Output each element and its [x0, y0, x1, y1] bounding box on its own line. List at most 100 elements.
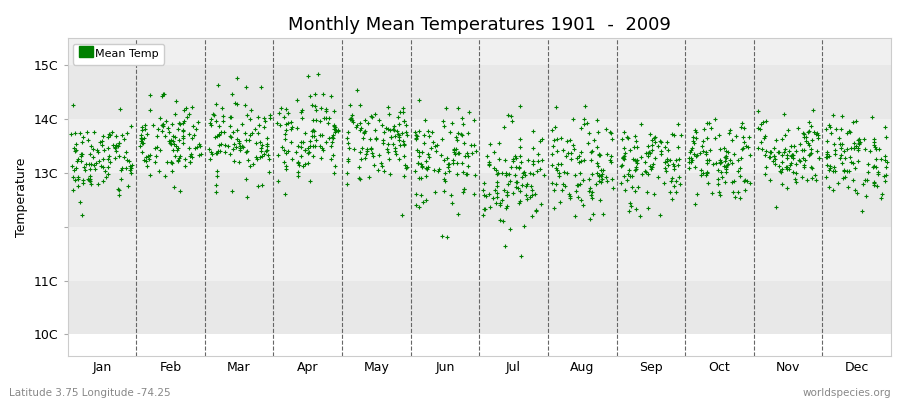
- Point: [643, 150, 657, 156]
- Point: [395, 137, 410, 144]
- Point: [68, 130, 82, 136]
- Point: [303, 143, 318, 150]
- Point: [773, 168, 788, 174]
- Point: [242, 137, 256, 144]
- Point: [567, 172, 581, 178]
- Point: [616, 153, 631, 160]
- Point: [454, 131, 468, 137]
- Point: [262, 169, 276, 176]
- Point: [699, 159, 714, 166]
- Point: [427, 167, 441, 174]
- Point: [212, 132, 226, 138]
- Point: [482, 190, 496, 197]
- Point: [301, 160, 315, 166]
- Point: [436, 157, 451, 163]
- Point: [720, 149, 734, 155]
- Point: [563, 156, 578, 162]
- Point: [599, 126, 614, 132]
- Point: [341, 158, 356, 164]
- Point: [276, 158, 291, 165]
- Point: [109, 142, 123, 148]
- Point: [140, 131, 154, 137]
- Point: [409, 202, 423, 208]
- Point: [701, 180, 716, 186]
- Point: [210, 167, 224, 174]
- Point: [451, 210, 465, 217]
- Point: [353, 102, 367, 108]
- Point: [688, 152, 703, 159]
- Point: [444, 192, 458, 199]
- Point: [513, 136, 527, 142]
- Point: [221, 143, 236, 150]
- Point: [209, 182, 223, 188]
- Point: [365, 152, 380, 159]
- Point: [778, 163, 793, 170]
- Point: [862, 147, 877, 154]
- Point: [386, 141, 400, 148]
- Point: [454, 115, 469, 122]
- Point: [274, 144, 289, 150]
- Point: [594, 179, 608, 185]
- Point: [644, 136, 659, 143]
- Point: [820, 149, 834, 156]
- Point: [812, 155, 826, 162]
- Point: [769, 137, 783, 144]
- Point: [313, 132, 328, 138]
- Point: [726, 188, 741, 195]
- Point: [718, 166, 733, 173]
- Point: [593, 196, 608, 203]
- Point: [329, 126, 344, 133]
- Point: [416, 199, 430, 206]
- Point: [850, 147, 865, 154]
- Point: [643, 162, 657, 169]
- Point: [231, 159, 246, 166]
- Point: [592, 151, 607, 158]
- Point: [377, 168, 392, 175]
- Point: [170, 146, 184, 153]
- Point: [731, 156, 745, 163]
- Point: [497, 124, 511, 130]
- Point: [513, 188, 527, 194]
- Point: [106, 142, 121, 148]
- Point: [411, 204, 426, 210]
- Point: [340, 128, 355, 135]
- Point: [728, 193, 742, 200]
- Point: [661, 161, 675, 168]
- Point: [753, 121, 768, 127]
- Point: [694, 167, 708, 174]
- Point: [842, 129, 857, 136]
- Point: [505, 156, 519, 162]
- Point: [178, 156, 193, 162]
- Point: [314, 155, 328, 162]
- Point: [428, 148, 443, 154]
- Point: [783, 162, 797, 168]
- Point: [95, 138, 110, 144]
- Point: [785, 152, 799, 158]
- Point: [762, 149, 777, 155]
- Point: [421, 164, 436, 170]
- Point: [324, 156, 338, 163]
- Point: [786, 168, 800, 175]
- Point: [857, 136, 871, 143]
- Point: [550, 167, 564, 173]
- Point: [605, 176, 619, 182]
- Point: [719, 148, 733, 155]
- Point: [778, 148, 792, 155]
- Point: [428, 143, 442, 149]
- Point: [658, 165, 672, 172]
- Point: [752, 126, 767, 132]
- Point: [670, 120, 685, 127]
- Point: [724, 137, 739, 143]
- Point: [682, 159, 697, 166]
- Point: [733, 173, 747, 180]
- Point: [868, 156, 883, 162]
- Point: [153, 115, 167, 122]
- Point: [233, 147, 248, 153]
- Point: [689, 151, 704, 158]
- Point: [527, 190, 542, 197]
- Point: [450, 137, 464, 143]
- Point: [400, 122, 414, 128]
- Point: [383, 134, 398, 140]
- Point: [833, 152, 848, 159]
- Point: [218, 149, 232, 155]
